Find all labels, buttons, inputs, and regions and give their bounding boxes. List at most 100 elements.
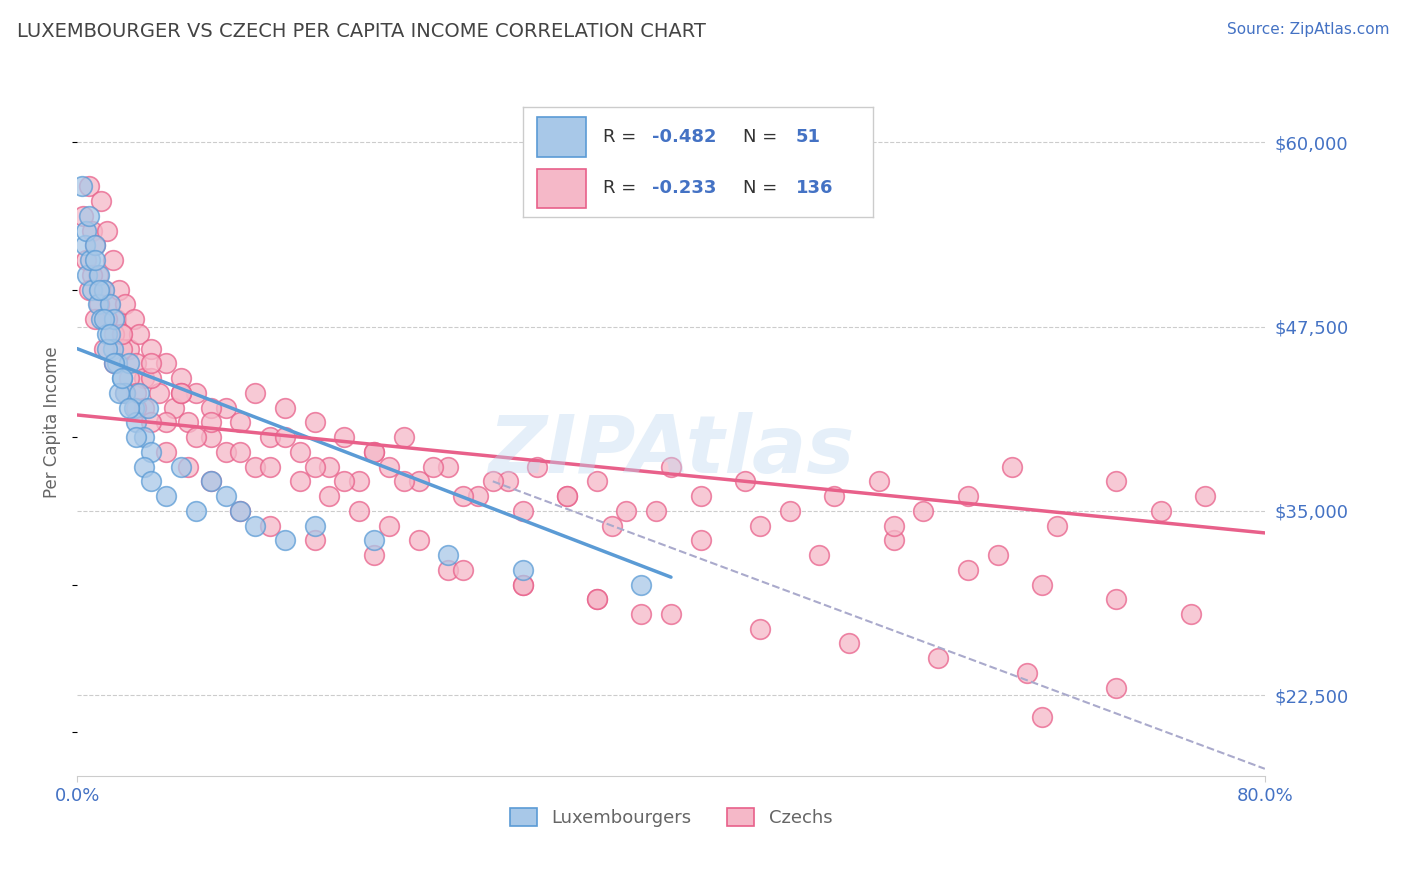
Point: [170, 459, 193, 474]
Point: [259, 518, 281, 533]
Point: [141, 475, 163, 489]
Point: [84, 238, 107, 252]
Point: [89, 283, 111, 297]
Point: [689, 489, 711, 503]
Point: [98, 326, 121, 341]
Point: [90, 194, 112, 209]
Point: [107, 385, 129, 400]
Point: [347, 504, 370, 518]
Point: [132, 459, 155, 474]
Point: [148, 385, 170, 400]
Point: [111, 371, 134, 385]
Point: [80, 224, 103, 238]
Point: [155, 489, 177, 503]
Point: [170, 385, 193, 400]
Point: [274, 401, 297, 415]
Point: [245, 385, 267, 400]
Point: [214, 445, 236, 459]
Point: [378, 459, 401, 474]
Point: [956, 563, 979, 577]
Point: [616, 504, 638, 518]
Point: [229, 415, 252, 429]
Point: [363, 445, 385, 459]
Point: [107, 283, 129, 297]
Point: [111, 342, 134, 356]
Point: [128, 385, 150, 400]
Point: [103, 326, 125, 341]
Point: [75, 224, 97, 238]
Point: [526, 459, 548, 474]
Point: [1046, 518, 1069, 533]
Point: [1017, 665, 1039, 680]
Point: [689, 533, 711, 548]
Point: [512, 563, 534, 577]
Point: [304, 415, 326, 429]
Point: [437, 459, 460, 474]
Point: [1031, 577, 1053, 591]
Point: [1105, 592, 1128, 607]
Point: [600, 518, 623, 533]
Point: [177, 415, 200, 429]
Point: [437, 563, 460, 577]
Point: [184, 504, 207, 518]
Point: [84, 238, 107, 252]
Point: [838, 636, 860, 650]
Point: [378, 518, 401, 533]
Point: [162, 401, 184, 415]
Point: [734, 475, 756, 489]
Point: [987, 548, 1010, 562]
Text: Source: ZipAtlas.com: Source: ZipAtlas.com: [1226, 22, 1389, 37]
Point: [482, 475, 505, 489]
Point: [451, 563, 474, 577]
Point: [141, 342, 163, 356]
Point: [72, 209, 94, 223]
Point: [84, 253, 107, 268]
Point: [451, 489, 474, 503]
Point: [70, 179, 93, 194]
Point: [80, 268, 103, 282]
Point: [118, 371, 141, 385]
Point: [77, 179, 100, 194]
Point: [823, 489, 845, 503]
Point: [103, 356, 125, 370]
Point: [96, 224, 118, 238]
Point: [118, 342, 141, 356]
Point: [363, 533, 385, 548]
Point: [229, 445, 252, 459]
Point: [118, 356, 141, 370]
Point: [868, 475, 890, 489]
Point: [585, 592, 607, 607]
Point: [132, 401, 155, 415]
Point: [555, 489, 578, 503]
Point: [749, 622, 772, 636]
Point: [89, 297, 111, 311]
Point: [333, 430, 356, 444]
Point: [422, 459, 444, 474]
Point: [141, 445, 163, 459]
Point: [105, 356, 128, 370]
Point: [749, 518, 772, 533]
Point: [125, 401, 148, 415]
Point: [114, 385, 136, 400]
Point: [141, 371, 163, 385]
Point: [138, 401, 160, 415]
Point: [1194, 489, 1216, 503]
Point: [214, 401, 236, 415]
Point: [288, 475, 311, 489]
Point: [89, 268, 111, 282]
Point: [125, 430, 148, 444]
Point: [1105, 475, 1128, 489]
Point: [141, 356, 163, 370]
Point: [103, 356, 125, 370]
Point: [585, 475, 607, 489]
Point: [912, 504, 935, 518]
Point: [87, 268, 110, 282]
Point: [132, 430, 155, 444]
Point: [114, 297, 136, 311]
Point: [200, 401, 222, 415]
Point: [93, 283, 115, 297]
Point: [184, 430, 207, 444]
Point: [1001, 459, 1024, 474]
Point: [347, 475, 370, 489]
Point: [114, 385, 136, 400]
